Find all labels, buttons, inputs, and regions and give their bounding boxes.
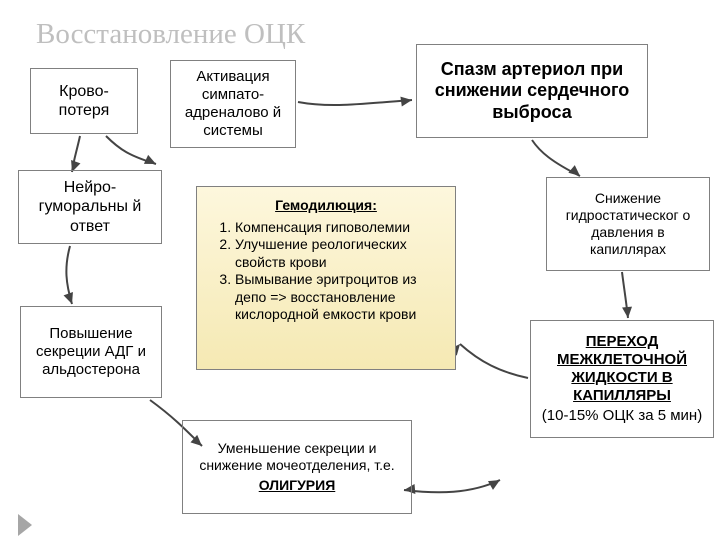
node-text: Активация симпато-адреналово й системы [179, 68, 287, 140]
slide-marker-icon [18, 514, 32, 536]
node-activation: Активация симпато-адреналово й системы [170, 60, 296, 148]
node-text: Снижение гидростатическог о давления в к… [555, 190, 701, 257]
node-neuro: Нейро-гуморальны й ответ [18, 170, 162, 244]
node-oliguria: Уменьшение секреции и снижение мочеотдел… [182, 420, 412, 514]
transition-line2: (10-15% ОЦК за 5 мин) [539, 407, 705, 425]
node-spasm: Спазм артериол при снижении сердечного в… [416, 44, 648, 138]
hemo-item: Вымывание эритроцитов из депо => восстан… [235, 271, 441, 324]
hemo-item: Улучшение реологических свойств крови [235, 236, 441, 271]
node-transition: ПЕРЕХОД МЕЖКЛЕТОЧНОЙ ЖИДКОСТИ В КАПИЛЛЯР… [530, 320, 714, 438]
node-text: Спазм артериол при снижении сердечного в… [425, 59, 639, 124]
hemo-list: Компенсация гиповолемииУлучшение реологи… [211, 219, 441, 324]
page-title: Восстановление ОЦК [36, 18, 305, 51]
transition-line1: ПЕРЕХОД МЕЖКЛЕТОЧНОЙ ЖИДКОСТИ В КАПИЛЛЯР… [539, 333, 705, 405]
node-hemodilution: Гемодилюция: Компенсация гиповолемииУлуч… [196, 186, 456, 370]
node-text: Крово- потеря [39, 82, 129, 120]
node-bloodloss: Крово- потеря [30, 68, 138, 134]
hemo-title: Гемодилюция: [211, 197, 441, 215]
oliguria-line2: ОЛИГУРИЯ [191, 477, 403, 494]
node-text: Нейро-гуморальны й ответ [27, 178, 153, 236]
oliguria-line1: Уменьшение секреции и снижение мочеотдел… [191, 440, 403, 474]
node-adh: Повышение секреции АДГ и альдостерона [20, 306, 162, 398]
hemo-item: Компенсация гиповолемии [235, 219, 441, 237]
node-hydro: Снижение гидростатическог о давления в к… [546, 177, 710, 271]
node-text: Повышение секреции АДГ и альдостерона [29, 325, 153, 379]
